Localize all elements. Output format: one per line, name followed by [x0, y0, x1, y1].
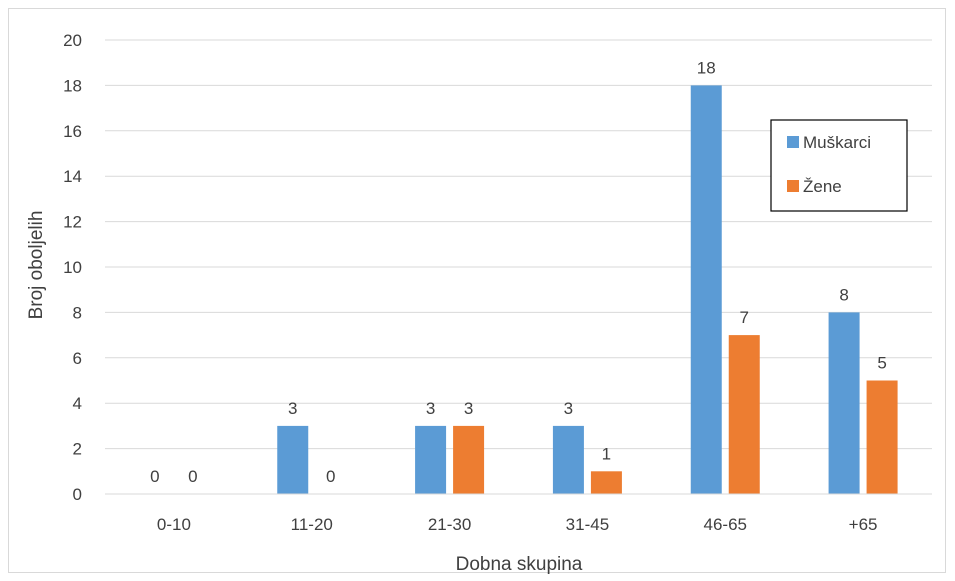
x-category-label: +65 — [849, 515, 878, 534]
y-tick-label: 18 — [63, 76, 82, 95]
bar-zene-21-30 — [453, 425, 485, 494]
y-tick-label: 12 — [63, 213, 82, 232]
bar-muskarci-11-20 — [277, 425, 309, 494]
data-labels: 0 0 3 0 3 3 3 1 18 7 8 5 — [150, 58, 887, 486]
y-axis-title: Broj oboljelih — [26, 211, 47, 320]
data-label: 1 — [602, 444, 611, 463]
data-label: 0 — [188, 467, 197, 486]
data-label: 3 — [426, 399, 435, 418]
x-category-label: 21-30 — [428, 515, 471, 534]
data-label: 3 — [464, 399, 473, 418]
legend-swatch-zene — [787, 180, 799, 192]
y-tick-label: 14 — [63, 167, 82, 186]
y-tick-label: 20 — [63, 31, 82, 50]
y-tick-label: 16 — [63, 122, 82, 141]
bar-muskarci-31-45 — [552, 425, 584, 494]
legend-label-muskarci: Muškarci — [803, 133, 871, 152]
bar-muskarci-+65 — [828, 312, 860, 494]
bars — [277, 85, 898, 495]
legend-box — [770, 119, 908, 212]
x-category-label: 11-20 — [291, 515, 333, 534]
bar-zene-31-45 — [590, 471, 622, 494]
x-category-label: 46-65 — [704, 515, 747, 534]
legend-label-zene: Žene — [803, 177, 842, 196]
y-tick-label: 6 — [73, 349, 82, 368]
bar-muskarci-46-65 — [690, 85, 722, 495]
x-axis-categories: 0-10 11-20 21-30 31-45 46-65 +65 — [157, 515, 878, 534]
y-tick-label: 4 — [73, 394, 82, 413]
data-label: 7 — [740, 308, 749, 327]
y-tick-label: 10 — [63, 258, 82, 277]
bar-zene-46-65 — [728, 335, 760, 494]
x-category-label: 31-45 — [566, 515, 609, 534]
data-label: 8 — [839, 285, 848, 304]
x-axis-title: Dobna skupina — [456, 554, 583, 575]
legend-swatch-muskarci — [787, 136, 799, 148]
data-label: 0 — [150, 467, 159, 486]
data-label: 5 — [877, 354, 886, 373]
y-axis-ticks: 0 2 4 6 8 10 12 14 16 18 20 — [63, 31, 82, 504]
gridlines — [105, 39, 932, 450]
legend: Muškarci Žene — [770, 119, 908, 212]
x-category-label: 0-10 — [157, 515, 191, 534]
y-tick-label: 2 — [73, 440, 82, 459]
data-label: 18 — [697, 58, 716, 77]
y-tick-label: 0 — [73, 485, 82, 504]
data-label: 3 — [288, 399, 297, 418]
bar-muskarci-21-30 — [415, 425, 447, 494]
bar-zene-+65 — [866, 380, 898, 494]
data-label: 3 — [564, 399, 573, 418]
data-label: 0 — [326, 467, 335, 486]
y-tick-label: 8 — [73, 303, 82, 322]
